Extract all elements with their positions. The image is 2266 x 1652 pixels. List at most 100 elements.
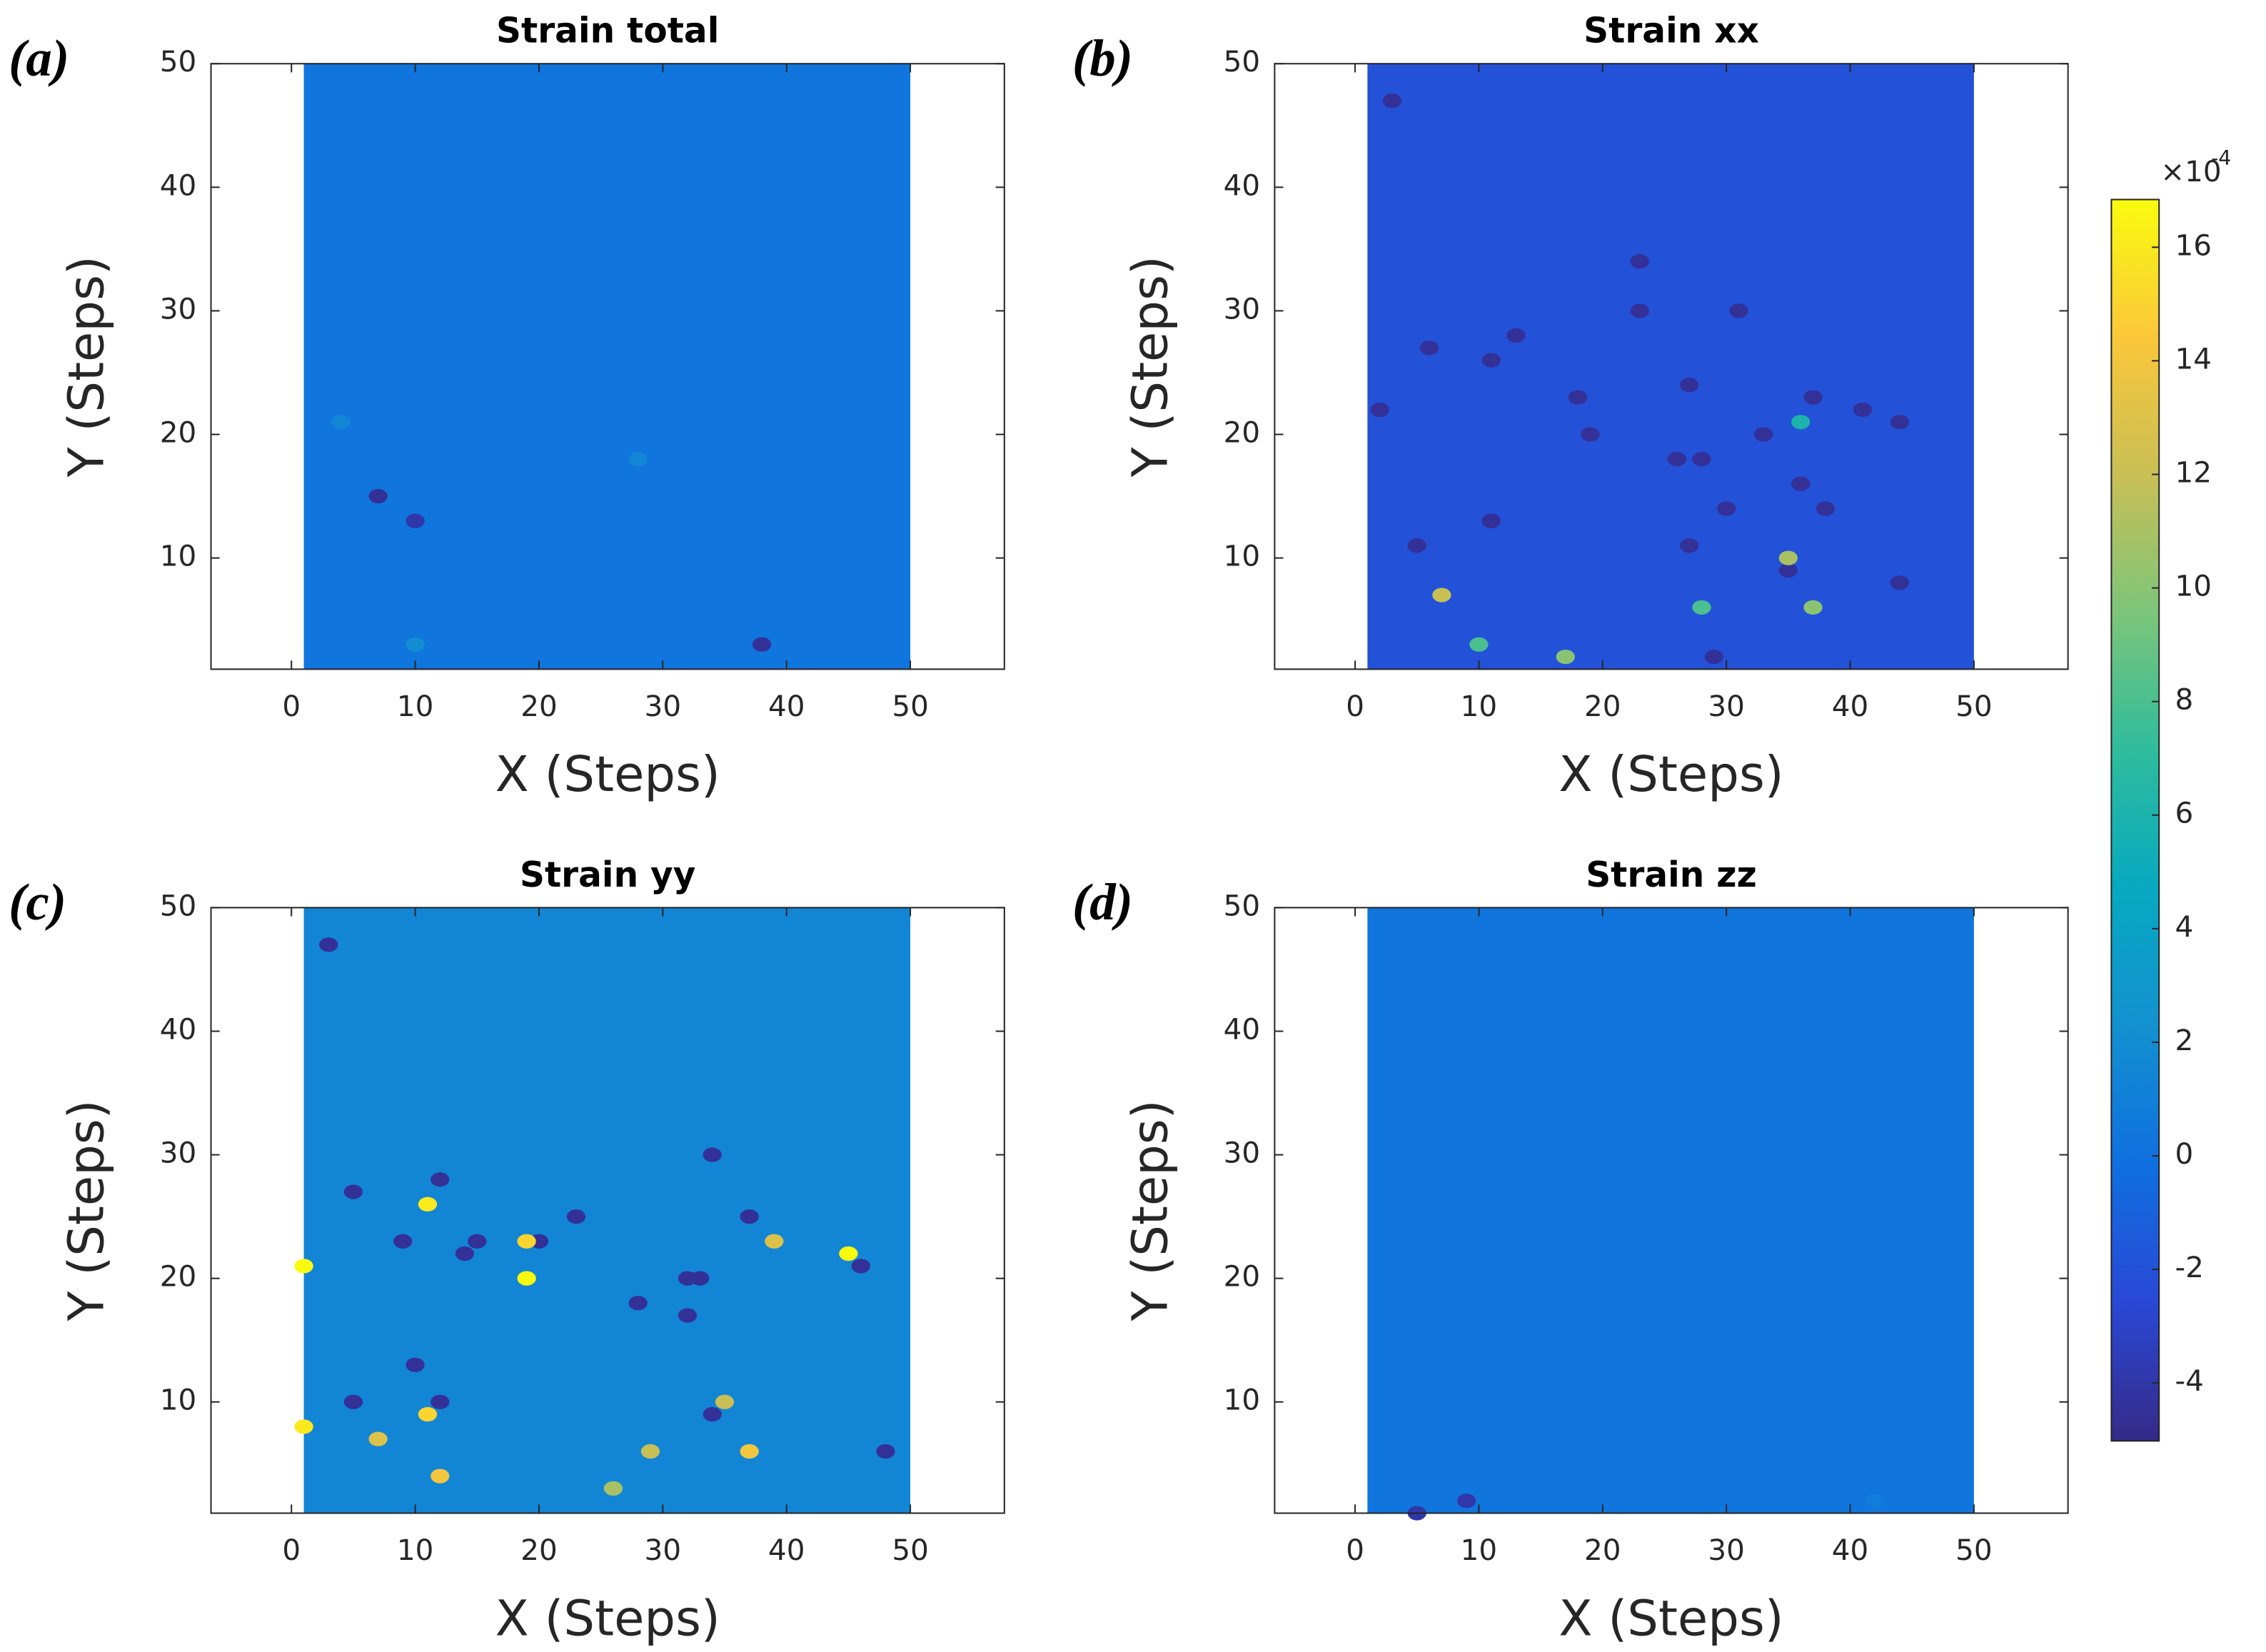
heatmap-background: [1367, 907, 1974, 1514]
panel-label: (c): [9, 873, 66, 931]
axes-box: [1274, 907, 2069, 1514]
strain-spot: [1890, 415, 1910, 430]
strain-spot: [1419, 341, 1439, 356]
strain-spot: [517, 1234, 536, 1249]
y-axis-label: Y (Steps): [59, 1099, 116, 1321]
x-tick-label: 30: [1708, 1533, 1745, 1567]
y-tick-label: 50: [1224, 44, 1261, 79]
axes-box: [1274, 63, 2069, 670]
x-axis-label: X (Steps): [495, 746, 720, 803]
strain-spot: [690, 1271, 710, 1286]
panel-title: Strain total: [496, 11, 719, 51]
x-tick-label: 0: [1346, 1533, 1364, 1567]
y-tick-label: 50: [1224, 888, 1261, 922]
strain-spot: [430, 1172, 450, 1187]
x-tick-label: 50: [1955, 1533, 1993, 1567]
panel-title: Strain zz: [1586, 855, 1757, 895]
strain-spot: [566, 1209, 586, 1224]
strain-spot: [319, 937, 338, 952]
strain-spot: [752, 637, 772, 652]
colorbar: [2110, 198, 2160, 1442]
strain-spot: [1630, 254, 1649, 269]
strain-spot: [1704, 649, 1723, 665]
colorbar-exponent-power: -4: [2211, 146, 2231, 170]
strain-spot: [703, 1406, 722, 1422]
axes-box: [210, 907, 1005, 1514]
strain-spot: [678, 1308, 698, 1323]
strain-spot: [1581, 427, 1600, 442]
strain-spot: [640, 1444, 660, 1459]
x-tick-label: 30: [1708, 689, 1745, 723]
strain-spot: [1778, 563, 1798, 578]
panel-title: Strain yy: [520, 855, 695, 895]
x-tick-label: 50: [892, 689, 928, 723]
strain-spot: [876, 1444, 895, 1459]
y-tick-label: 30: [1224, 291, 1261, 326]
x-tick-label: 0: [1346, 689, 1364, 723]
strain-spot: [1667, 451, 1686, 467]
colorbar-tick-label: 2: [2175, 1023, 2193, 1057]
y-tick-label: 20: [160, 415, 197, 449]
strain-spot: [1778, 550, 1798, 565]
x-tick-label: 50: [1955, 689, 1993, 723]
strain-spot: [1680, 378, 1699, 393]
x-tick-label: 20: [520, 689, 558, 723]
strain-spot: [603, 1481, 623, 1496]
strain-spot: [628, 1296, 648, 1311]
strain-spot: [1568, 390, 1588, 405]
strain-spot: [343, 1394, 363, 1409]
x-tick-label: 20: [1584, 689, 1621, 723]
y-tick-label: 50: [160, 44, 197, 79]
y-tick-label: 20: [1224, 415, 1261, 449]
strain-spot: [1481, 353, 1501, 368]
x-tick-label: 40: [768, 1533, 805, 1567]
strain-spot: [1803, 390, 1823, 405]
y-tick-label: 20: [1224, 1259, 1261, 1294]
colorbar-tick-label: 10: [2175, 569, 2212, 603]
strain-spot: [1729, 303, 1748, 318]
strain-spot: [1481, 513, 1501, 528]
strain-spot: [1803, 600, 1823, 615]
x-tick-label: 40: [768, 689, 805, 723]
y-tick-label: 20: [160, 1259, 197, 1294]
y-tick-label: 10: [1224, 1383, 1261, 1417]
heatmap-background: [303, 907, 911, 1514]
strain-spot: [1890, 575, 1910, 590]
colorbar-exponent: ×10: [2160, 154, 2221, 188]
strain-spot: [331, 415, 351, 430]
x-tick-label: 10: [397, 689, 434, 723]
strain-spot: [468, 1234, 487, 1249]
strain-spot: [517, 1271, 536, 1286]
strain-spot: [1382, 94, 1402, 109]
x-tick-label: 40: [1832, 689, 1869, 723]
strain-spot: [1680, 538, 1699, 553]
y-tick-label: 10: [160, 539, 197, 573]
y-tick-label: 40: [160, 1012, 197, 1046]
x-tick-label: 30: [645, 1533, 681, 1567]
colorbar-tick-label: -4: [2175, 1364, 2203, 1398]
strain-spot: [455, 1246, 475, 1261]
strain-spot: [1370, 402, 1389, 417]
strain-spot: [1432, 588, 1451, 603]
strain-spot: [1717, 501, 1736, 516]
x-tick-label: 10: [1461, 689, 1498, 723]
colorbar-tick-label: 4: [2175, 910, 2193, 944]
y-tick-label: 30: [1224, 1136, 1261, 1170]
x-axis-label: X (Steps): [1558, 1590, 1783, 1647]
y-axis-label: Y (Steps): [59, 256, 116, 478]
heatmap-background: [303, 64, 911, 670]
strain-spot: [1407, 538, 1426, 553]
y-tick-label: 40: [1224, 168, 1261, 202]
y-tick-label: 10: [1224, 539, 1261, 573]
strain-spot: [839, 1246, 858, 1261]
x-tick-label: 20: [520, 1533, 558, 1567]
panel-label: (d): [1072, 873, 1133, 931]
axes-box: [210, 63, 1005, 670]
colorbar-tick-label: 8: [2175, 683, 2193, 717]
strain-spot: [418, 1406, 438, 1422]
strain-spot: [1791, 415, 1811, 430]
colorbar-tick-label: 14: [2175, 341, 2212, 376]
strain-spot: [1754, 427, 1773, 442]
strain-spot: [1865, 1494, 1885, 1509]
x-axis-label: X (Steps): [1558, 746, 1783, 803]
